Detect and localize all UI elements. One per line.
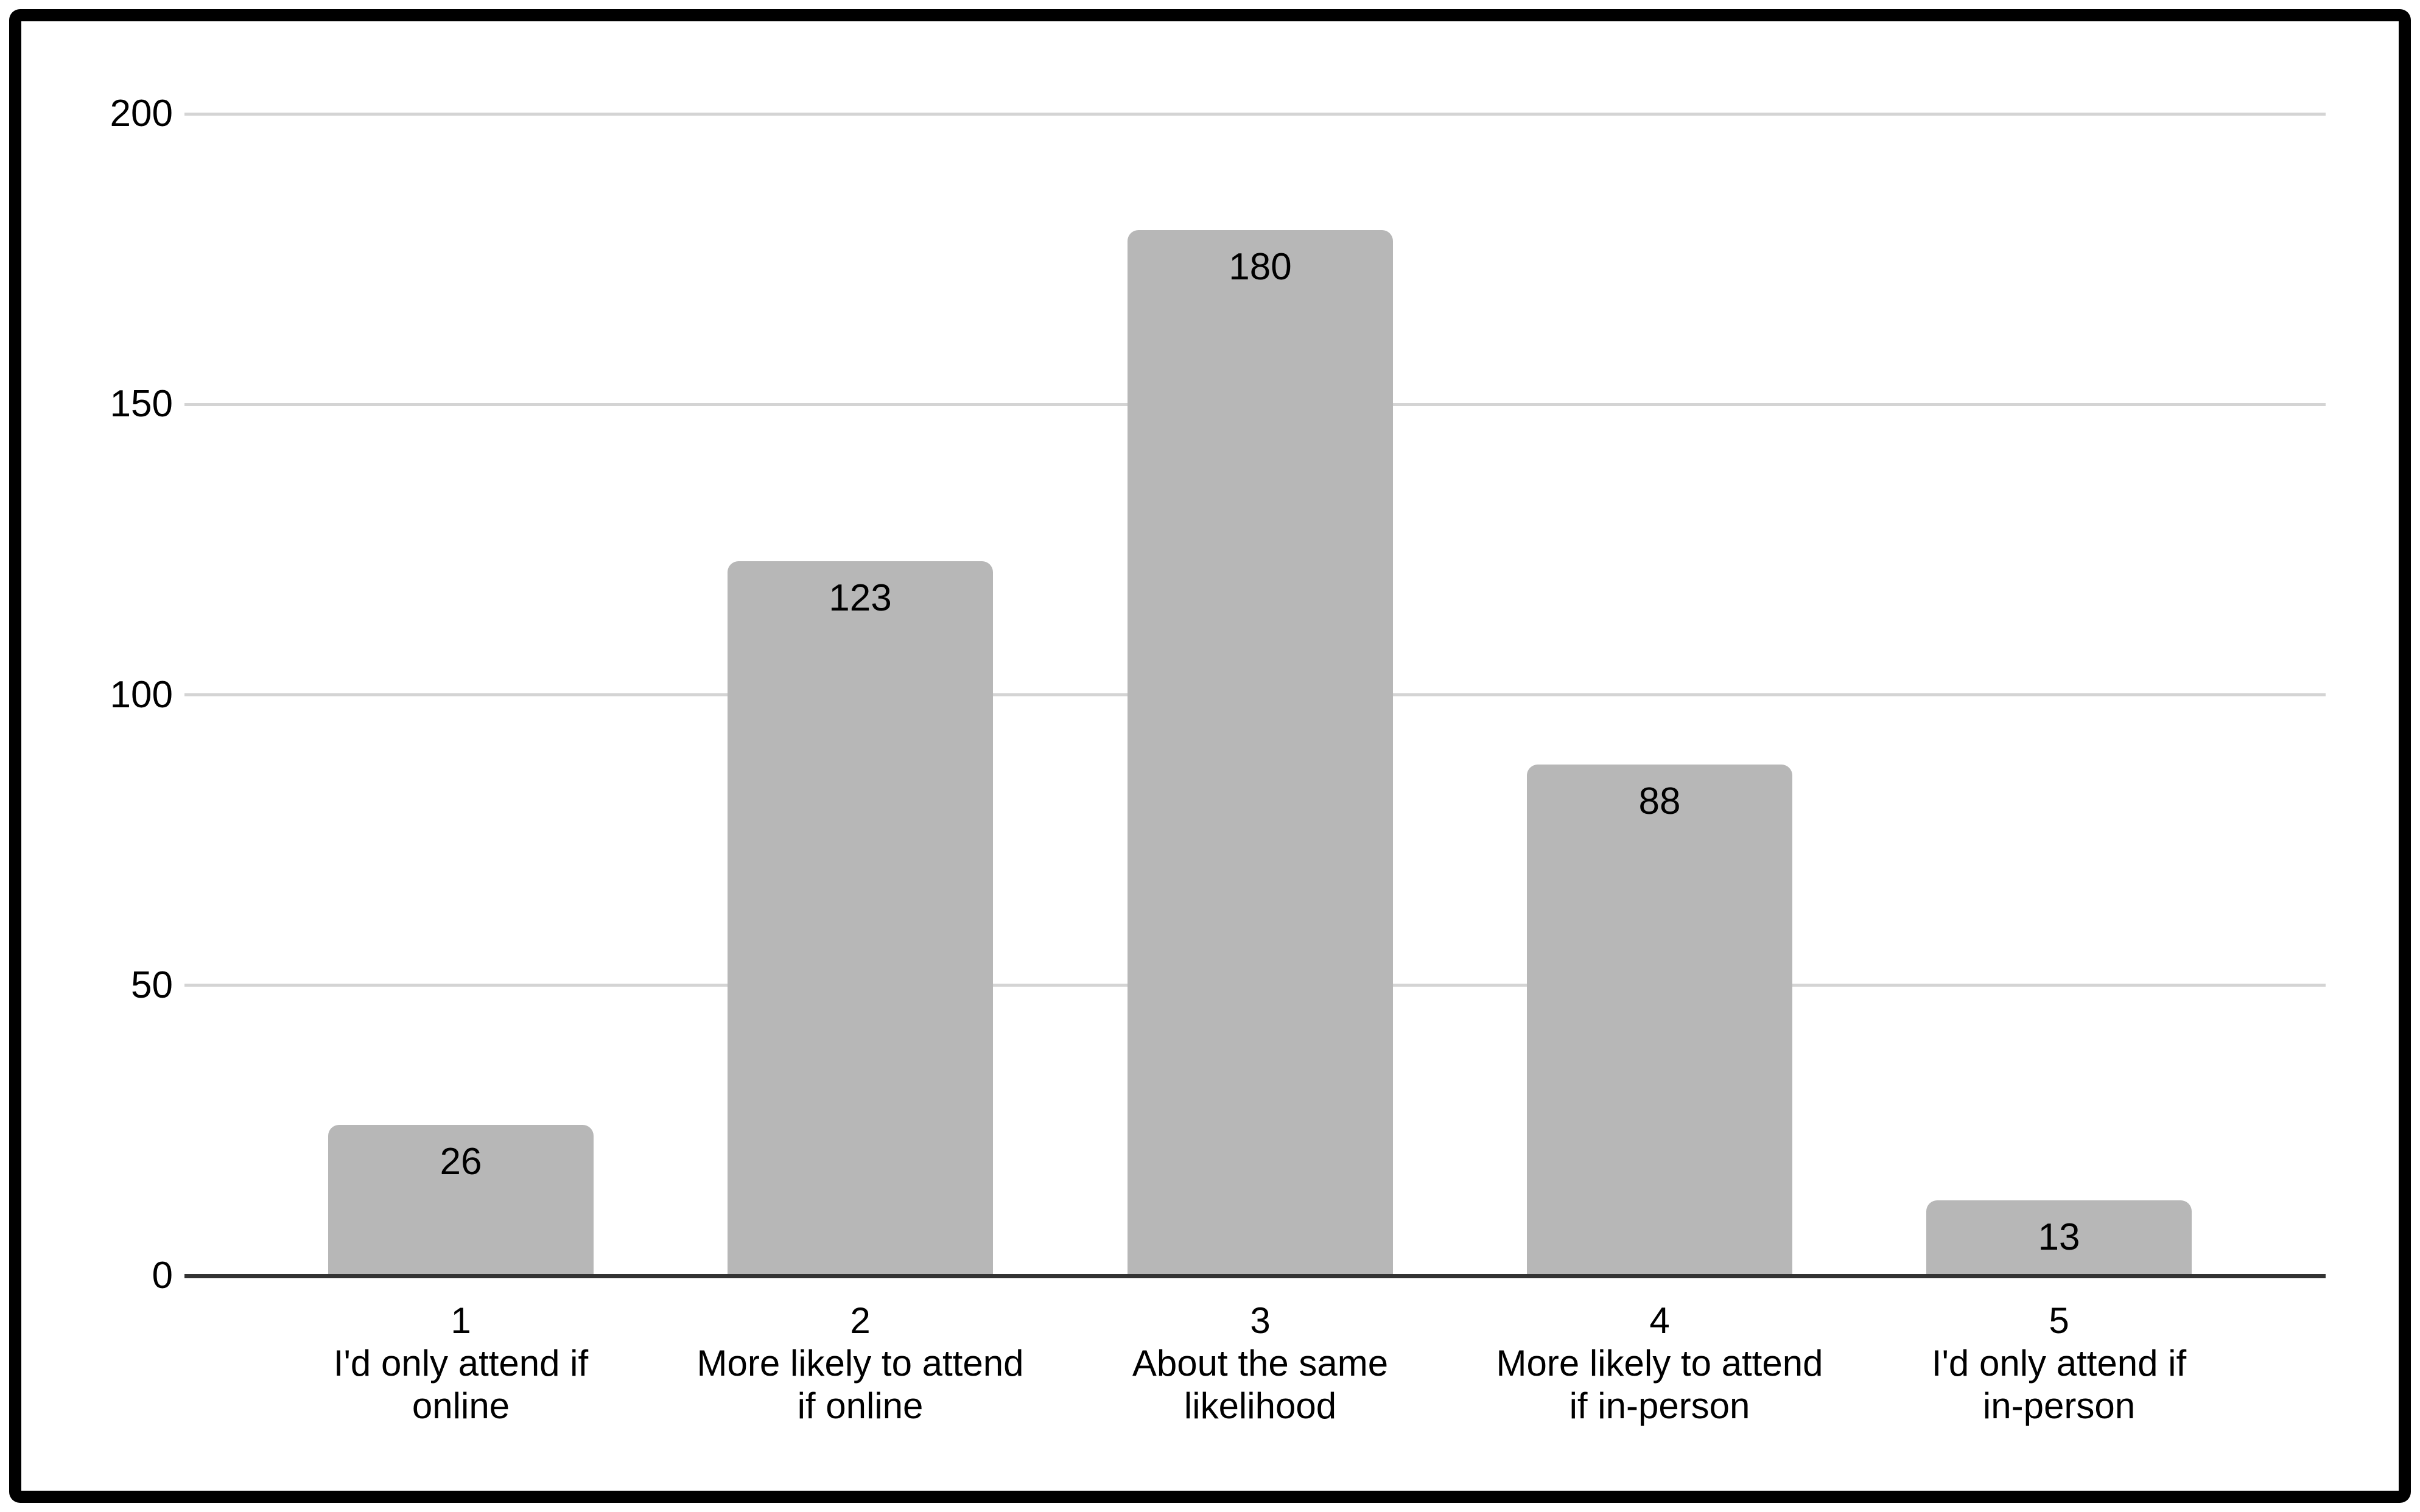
bar-category-5 <box>1926 1200 2192 1276</box>
x-tick-text-line: in-person <box>1982 1385 2136 1426</box>
y-gridline <box>184 112 2326 116</box>
y-tick-label: 100 <box>110 673 173 716</box>
bar-value-label: 123 <box>829 576 892 619</box>
bar-category-4 <box>1527 765 1792 1276</box>
y-tick-label: 150 <box>110 383 173 425</box>
x-tick-text-line: online <box>412 1385 510 1426</box>
y-tick-label: 200 <box>110 93 173 135</box>
x-tick-text-line: likelihood <box>1184 1385 1337 1426</box>
bar-value-label: 180 <box>1229 245 1292 288</box>
y-tick-label: 0 <box>152 1255 173 1297</box>
x-tick-text-line: if online <box>797 1385 924 1426</box>
x-tick-text-line: More likely to attend <box>696 1343 1024 1384</box>
x-tick-number: 5 <box>2049 1300 2069 1341</box>
x-tick-text-line: I'd only attend if <box>333 1343 589 1384</box>
bar-value-label: 13 <box>2038 1216 2080 1258</box>
x-tick-text-line: About the same <box>1132 1343 1389 1384</box>
y-tick-label: 50 <box>131 964 173 1006</box>
bar-category-2 <box>728 561 993 1276</box>
x-tick-number: 4 <box>1649 1300 1670 1341</box>
x-tick-label: 1 I'd only attend if online <box>254 1300 668 1427</box>
x-axis-baseline <box>184 1273 2326 1278</box>
bar-value-label: 88 <box>1638 780 1681 823</box>
x-tick-number: 2 <box>850 1300 871 1341</box>
bar-category-1 <box>328 1124 594 1276</box>
bar-category-3 <box>1128 229 1393 1276</box>
x-tick-number: 3 <box>1250 1300 1271 1341</box>
x-tick-text-line: I'd only attend if <box>1931 1343 2187 1384</box>
bar-value-label: 26 <box>440 1140 482 1183</box>
x-tick-text-line: More likely to attend <box>1496 1343 1823 1384</box>
x-tick-text-line: if in-person <box>1569 1385 1750 1426</box>
x-tick-number: 1 <box>451 1300 471 1341</box>
x-tick-label: 5 I'd only attend if in-person <box>1852 1300 2266 1427</box>
x-tick-label: 2 More likely to attend if online <box>653 1300 1067 1427</box>
x-tick-label: 4 More likely to attend if in-person <box>1453 1300 1867 1427</box>
x-tick-label: 3 About the same likelihood <box>1053 1300 1467 1427</box>
